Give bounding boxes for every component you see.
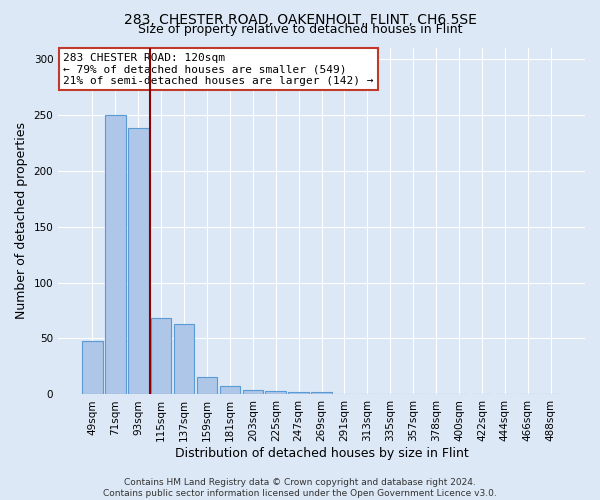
Bar bbox=[197, 376, 217, 394]
X-axis label: Distribution of detached houses by size in Flint: Distribution of detached houses by size … bbox=[175, 447, 469, 460]
Bar bbox=[265, 391, 286, 394]
Text: Size of property relative to detached houses in Flint: Size of property relative to detached ho… bbox=[138, 22, 462, 36]
Bar bbox=[242, 390, 263, 394]
Text: 283 CHESTER ROAD: 120sqm
← 79% of detached houses are smaller (549)
21% of semi-: 283 CHESTER ROAD: 120sqm ← 79% of detach… bbox=[64, 52, 374, 86]
Text: 283, CHESTER ROAD, OAKENHOLT, FLINT, CH6 5SE: 283, CHESTER ROAD, OAKENHOLT, FLINT, CH6… bbox=[124, 12, 476, 26]
Bar bbox=[82, 340, 103, 394]
Bar bbox=[311, 392, 332, 394]
Bar bbox=[128, 128, 149, 394]
Bar bbox=[151, 318, 172, 394]
Bar bbox=[174, 324, 194, 394]
Bar bbox=[105, 114, 125, 394]
Y-axis label: Number of detached properties: Number of detached properties bbox=[15, 122, 28, 320]
Bar bbox=[289, 392, 309, 394]
Text: Contains HM Land Registry data © Crown copyright and database right 2024.
Contai: Contains HM Land Registry data © Crown c… bbox=[103, 478, 497, 498]
Bar bbox=[220, 386, 240, 394]
